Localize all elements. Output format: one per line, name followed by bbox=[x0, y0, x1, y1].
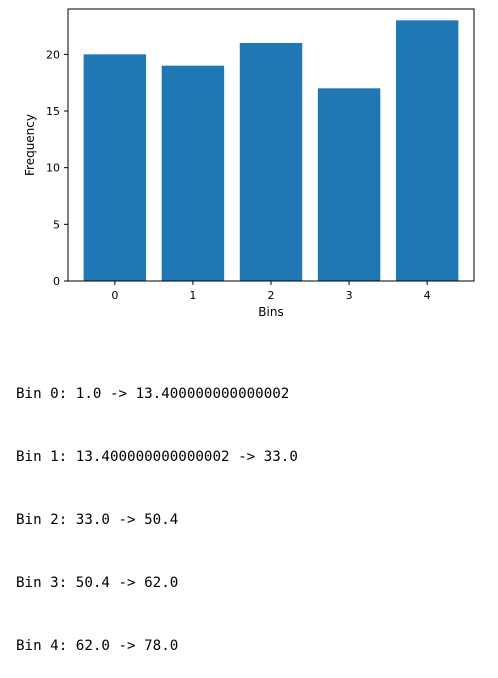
bars-layer bbox=[83, 20, 459, 282]
x-tick-label: 3 bbox=[346, 289, 353, 302]
x-tick-label: 1 bbox=[189, 289, 196, 302]
x-tick-label: 0 bbox=[111, 289, 118, 302]
output-line: Bin 4: 62.0 -> 78.0 bbox=[16, 638, 179, 654]
output-line: Bin 0: 1.0 -> 13.400000000000002 bbox=[16, 386, 290, 402]
output-line: Bin 3: 50.4 -> 62.0 bbox=[16, 575, 179, 591]
y-tick-label: 0 bbox=[53, 275, 60, 288]
bar-chart: 0 5 10 15 20 0 1 2 3 4 Bins Frequency bbox=[23, 8, 475, 319]
y-tick-label: 10 bbox=[46, 162, 60, 175]
output-line: Bin 1: 13.400000000000002 -> 33.0 bbox=[16, 449, 298, 465]
x-tick-label: 2 bbox=[268, 289, 275, 302]
plot-frame bbox=[67, 8, 475, 282]
y-axis: 0 5 10 15 20 bbox=[46, 48, 68, 288]
x-axis: 0 1 2 3 4 bbox=[111, 281, 431, 302]
bar-1 bbox=[161, 65, 225, 282]
bar-0 bbox=[83, 54, 147, 282]
y-axis-label: Frequency bbox=[23, 114, 37, 176]
x-tick-label: 4 bbox=[424, 289, 431, 302]
bar-4 bbox=[395, 20, 459, 281]
y-tick-label: 15 bbox=[46, 105, 60, 118]
bar-2 bbox=[239, 43, 303, 281]
y-tick-label: 20 bbox=[46, 48, 60, 61]
output-line: Bin 2: 33.0 -> 50.4 bbox=[16, 512, 179, 528]
console-output: Bin 0: 1.0 -> 13.400000000000002 Bin 1: … bbox=[16, 342, 298, 678]
chart-area: 0 5 10 15 20 0 1 2 3 4 Bins Frequency bbox=[0, 0, 498, 330]
y-tick-label: 5 bbox=[53, 218, 60, 231]
bar-3 bbox=[317, 88, 381, 281]
x-axis-label: Bins bbox=[258, 305, 283, 319]
